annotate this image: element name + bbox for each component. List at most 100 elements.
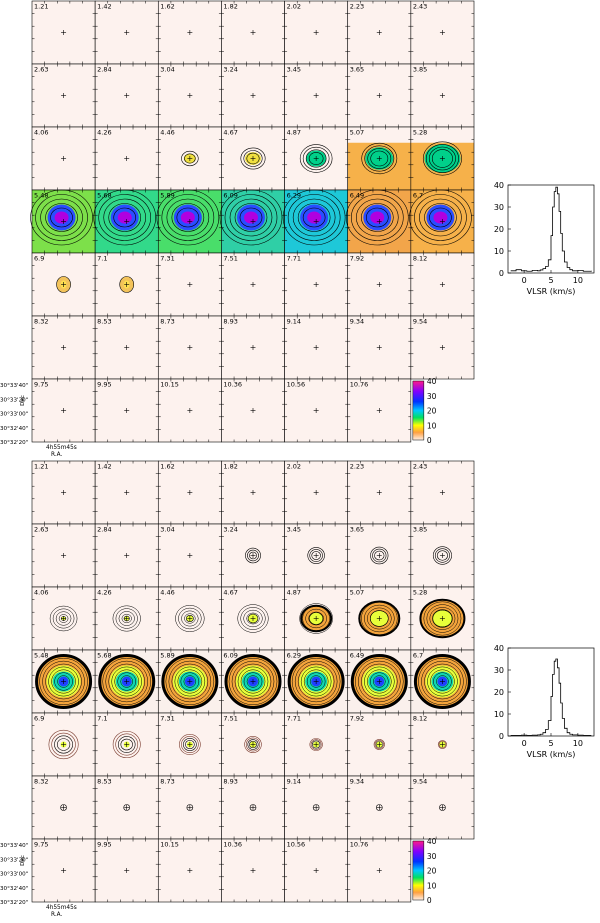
contour-line bbox=[375, 804, 383, 811]
spectrum-line bbox=[510, 658, 592, 736]
velocity-label: 1.21 bbox=[34, 3, 48, 11]
channel-cell: 6.29 bbox=[282, 189, 349, 254]
emission-peak bbox=[370, 211, 385, 224]
velocity-label: 8.73 bbox=[160, 778, 174, 786]
channel-cell: 3.85 bbox=[410, 63, 475, 128]
contour-line bbox=[35, 194, 88, 241]
contour-line bbox=[427, 666, 458, 697]
dec-tick-label: 30°33'40" bbox=[0, 843, 29, 849]
contour-line bbox=[431, 149, 453, 168]
channel-cell: 2.02 bbox=[284, 0, 349, 65]
ra-tick-label: 4h55m45s bbox=[46, 905, 77, 911]
velocity-label: 7.1 bbox=[97, 715, 107, 723]
channel-cell: 2.23 bbox=[347, 460, 412, 525]
spectrum-plot-bottom: 40 30 20 10 0 0 5 10 VLSR (km/s) bbox=[494, 644, 595, 759]
spectrum-xtick-label: 10 bbox=[573, 276, 583, 285]
contour-line bbox=[246, 152, 260, 165]
contour-line bbox=[171, 203, 205, 232]
velocity-label: 2.43 bbox=[413, 3, 427, 11]
contour-line bbox=[240, 669, 266, 694]
velocity-label: 7.92 bbox=[350, 715, 364, 723]
velocity-label: 8.53 bbox=[97, 318, 111, 326]
contour-line bbox=[364, 666, 395, 697]
contour-line bbox=[350, 194, 404, 241]
velocity-label: 5.68 bbox=[97, 192, 111, 200]
contour-line bbox=[165, 657, 215, 706]
velocity-label: 8.53 bbox=[97, 778, 111, 786]
velocity-label: 5.89 bbox=[160, 192, 174, 200]
velocity-label: 9.54 bbox=[413, 318, 427, 326]
contour-line bbox=[428, 146, 456, 171]
colorbar-tick-label: 10 bbox=[427, 421, 437, 430]
velocity-label: 3.45 bbox=[287, 526, 301, 534]
colorbar-tick-label: 20 bbox=[427, 867, 437, 876]
contour-line bbox=[186, 804, 194, 811]
channel-cell: 9.34 bbox=[347, 315, 412, 380]
contour-line bbox=[243, 150, 263, 167]
channel-cell: 5.28 bbox=[410, 586, 475, 651]
channel-cell: 4.67 bbox=[221, 126, 285, 191]
contour-line bbox=[433, 672, 452, 691]
contour-line bbox=[178, 607, 202, 630]
colorbar-tick-label: 0 bbox=[427, 896, 432, 905]
contour-line bbox=[307, 547, 325, 564]
contour-line bbox=[225, 655, 281, 708]
emission-peak bbox=[244, 211, 258, 224]
contour-line bbox=[437, 740, 447, 749]
contour-line bbox=[309, 738, 323, 751]
contour-line bbox=[117, 736, 136, 753]
contour-line bbox=[54, 735, 73, 754]
velocity-label: 3.24 bbox=[223, 526, 237, 534]
velocity-label: 1.62 bbox=[160, 463, 174, 471]
channel-cell: 2.84 bbox=[94, 63, 159, 128]
cell-frame bbox=[410, 315, 475, 380]
spectrum-xtick-label: 0 bbox=[522, 739, 527, 748]
velocity-label: 5.28 bbox=[413, 589, 427, 597]
contour-line bbox=[112, 730, 141, 759]
contour-line bbox=[240, 147, 266, 170]
colorbar-tick-label: 40 bbox=[427, 377, 437, 386]
velocity-label: 8.32 bbox=[34, 778, 48, 786]
channel-cell: 6.09 bbox=[219, 189, 285, 254]
velocity-label: 10.15 bbox=[160, 841, 179, 849]
velocity-label: 5.48 bbox=[34, 192, 48, 200]
contour-line bbox=[181, 610, 199, 627]
channel-cell: 9.75 bbox=[31, 838, 96, 903]
channel-cell: 10.36 bbox=[221, 838, 285, 903]
contour-line bbox=[249, 551, 257, 560]
velocity-label: 6.9 bbox=[34, 255, 44, 263]
contour-line bbox=[51, 669, 76, 694]
contour-line bbox=[432, 609, 453, 628]
contour-line bbox=[429, 607, 456, 630]
channel-cell: 5.07 bbox=[347, 586, 412, 651]
spectrum-ytick-label: 0 bbox=[499, 732, 504, 741]
dec-tick-label: 30°33'20" bbox=[0, 397, 29, 403]
contour-line bbox=[58, 614, 69, 623]
contour-line bbox=[352, 655, 407, 708]
velocity-label: 7.31 bbox=[160, 715, 174, 723]
contour-line bbox=[179, 733, 201, 755]
velocity-label: 6.49 bbox=[350, 192, 364, 200]
velocity-label: 3.65 bbox=[350, 66, 364, 74]
contour-line bbox=[185, 739, 195, 749]
velocity-label: 4.46 bbox=[160, 129, 174, 137]
contour-line bbox=[300, 666, 332, 697]
contour-line bbox=[237, 604, 269, 633]
contour-line bbox=[288, 655, 344, 708]
velocity-label: 4.06 bbox=[34, 129, 48, 137]
channel-cell: 8.73 bbox=[157, 775, 222, 840]
contour-line bbox=[432, 546, 452, 565]
contour-line bbox=[414, 194, 467, 241]
channel-cell: 9.14 bbox=[284, 775, 349, 840]
contour-line bbox=[231, 660, 275, 703]
contour-line bbox=[430, 669, 455, 694]
velocity-label: 5.48 bbox=[34, 652, 48, 660]
velocity-label: 9.95 bbox=[97, 381, 111, 389]
velocity-label: 2.84 bbox=[97, 526, 111, 534]
contour-line bbox=[177, 669, 203, 694]
spectrum-xlabel: VLSR (km/s) bbox=[527, 750, 576, 759]
spectrum-plot-top: 40 30 20 10 0 0 5 10 VLSR (km/s) bbox=[494, 181, 595, 296]
contour-line bbox=[174, 666, 206, 697]
channel-cell: 10.15 bbox=[157, 378, 222, 443]
velocity-label: 6.09 bbox=[223, 192, 237, 200]
